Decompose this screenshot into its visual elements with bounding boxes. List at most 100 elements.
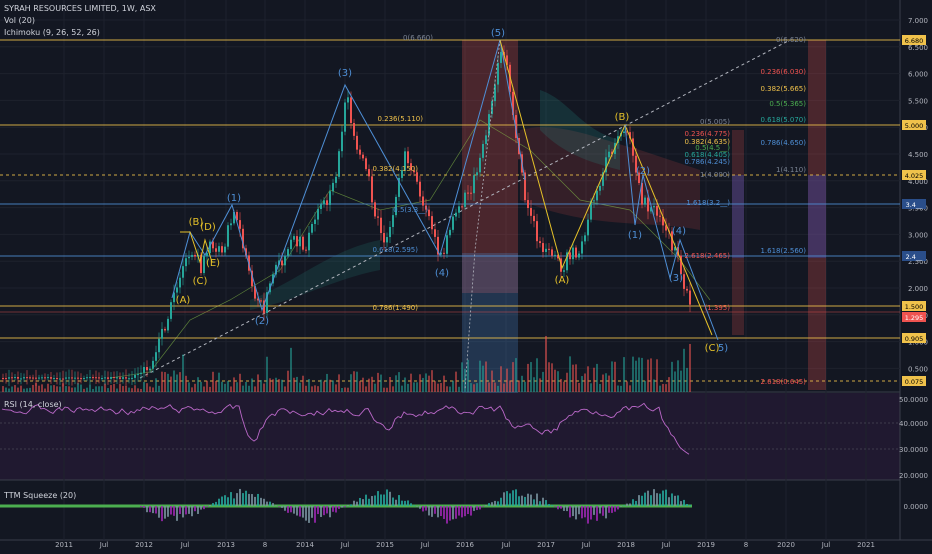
candle[interactable]	[335, 176, 337, 183]
candle[interactable]	[404, 151, 406, 171]
elliott-wave-label[interactable]: (3)	[669, 273, 683, 284]
candle[interactable]	[107, 377, 109, 379]
candle[interactable]	[152, 360, 154, 369]
candle[interactable]	[83, 378, 85, 380]
candle[interactable]	[14, 377, 16, 379]
elliott-wave-line[interactable]	[180, 231, 213, 264]
candle[interactable]	[359, 149, 361, 155]
candle[interactable]	[224, 246, 226, 253]
candle[interactable]	[149, 368, 151, 371]
candle[interactable]	[629, 132, 631, 139]
candle[interactable]	[635, 155, 637, 173]
candle[interactable]	[188, 256, 190, 259]
candle[interactable]	[50, 377, 52, 379]
candle[interactable]	[689, 290, 691, 305]
elliott-wave-label[interactable]: (D)	[200, 222, 216, 233]
elliott-wave-label[interactable]: (2)	[636, 166, 650, 177]
candle[interactable]	[128, 378, 130, 380]
candle[interactable]	[236, 211, 238, 221]
candle[interactable]	[65, 377, 67, 379]
candle[interactable]	[329, 191, 331, 205]
candle[interactable]	[653, 206, 655, 208]
candle[interactable]	[386, 237, 388, 243]
candle[interactable]	[155, 352, 157, 361]
candle[interactable]	[239, 220, 241, 229]
candle[interactable]	[551, 249, 553, 256]
candle[interactable]	[488, 114, 490, 136]
elliott-wave-label[interactable]: (3)	[338, 68, 352, 79]
candle[interactable]	[473, 175, 475, 194]
candle[interactable]	[290, 239, 292, 250]
candle[interactable]	[167, 318, 169, 331]
elliott-wave-line[interactable]	[624, 124, 719, 341]
candle[interactable]	[23, 377, 25, 379]
candle[interactable]	[575, 247, 577, 258]
candle[interactable]	[422, 196, 424, 206]
candle[interactable]	[407, 151, 409, 164]
elliott-wave-label[interactable]: (1)	[227, 193, 241, 204]
candle[interactable]	[401, 170, 403, 178]
candle[interactable]	[650, 207, 652, 212]
candle[interactable]	[146, 367, 148, 371]
candle[interactable]	[113, 377, 115, 379]
candle[interactable]	[134, 374, 136, 378]
candle[interactable]	[68, 377, 70, 379]
candle[interactable]	[443, 252, 445, 254]
candle[interactable]	[89, 377, 91, 379]
candle[interactable]	[497, 62, 499, 85]
candle[interactable]	[182, 266, 184, 278]
candle[interactable]	[266, 292, 268, 313]
candle[interactable]	[647, 197, 649, 212]
candle[interactable]	[281, 260, 283, 266]
candle[interactable]	[5, 378, 7, 380]
candle[interactable]	[677, 247, 679, 256]
candle[interactable]	[353, 122, 355, 136]
elliott-wave-label[interactable]: (5)	[491, 28, 505, 39]
rsi-indicator-label[interactable]: RSI (14, close)	[4, 400, 62, 409]
candle[interactable]	[143, 367, 145, 373]
candle[interactable]	[101, 378, 103, 380]
candle[interactable]	[461, 206, 463, 208]
candle[interactable]	[317, 209, 319, 220]
candle[interactable]	[479, 157, 481, 173]
candle[interactable]	[230, 223, 232, 226]
candle[interactable]	[308, 232, 310, 251]
candle[interactable]	[542, 243, 544, 252]
candle[interactable]	[95, 377, 97, 379]
candle[interactable]	[86, 377, 88, 379]
candle[interactable]	[623, 131, 625, 133]
elliott-wave-line[interactable]	[499, 39, 713, 336]
candle[interactable]	[77, 377, 79, 379]
candle[interactable]	[203, 256, 205, 274]
candle[interactable]	[2, 378, 4, 379]
candle[interactable]	[215, 248, 217, 252]
candle[interactable]	[680, 255, 682, 275]
candle[interactable]	[548, 248, 550, 250]
candle[interactable]	[632, 138, 634, 156]
candle[interactable]	[341, 131, 343, 152]
candle[interactable]	[44, 377, 46, 379]
candle[interactable]	[665, 225, 667, 231]
candle[interactable]	[674, 247, 676, 251]
candle[interactable]	[323, 200, 325, 205]
candle[interactable]	[92, 377, 94, 379]
candle[interactable]	[683, 274, 685, 289]
candle[interactable]	[140, 372, 142, 375]
candle[interactable]	[524, 172, 526, 201]
candle[interactable]	[371, 176, 373, 203]
elliott-wave-label[interactable]: (E)	[206, 258, 220, 269]
candle[interactable]	[104, 377, 106, 379]
candle[interactable]	[287, 249, 289, 256]
candle[interactable]	[311, 223, 313, 233]
candle[interactable]	[656, 206, 658, 216]
candle[interactable]	[179, 277, 181, 288]
candle[interactable]	[383, 233, 385, 243]
candle[interactable]	[275, 264, 277, 275]
candle[interactable]	[527, 200, 529, 209]
candle[interactable]	[389, 226, 391, 238]
candle[interactable]	[137, 374, 139, 376]
candle[interactable]	[122, 377, 124, 379]
candle[interactable]	[74, 377, 76, 379]
candle[interactable]	[440, 252, 442, 255]
